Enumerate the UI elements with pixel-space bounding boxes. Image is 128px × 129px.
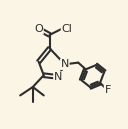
Text: Cl: Cl — [61, 24, 72, 34]
Text: O: O — [34, 24, 43, 34]
Text: F: F — [104, 85, 111, 95]
Text: N: N — [54, 72, 62, 82]
Text: N: N — [61, 59, 69, 69]
